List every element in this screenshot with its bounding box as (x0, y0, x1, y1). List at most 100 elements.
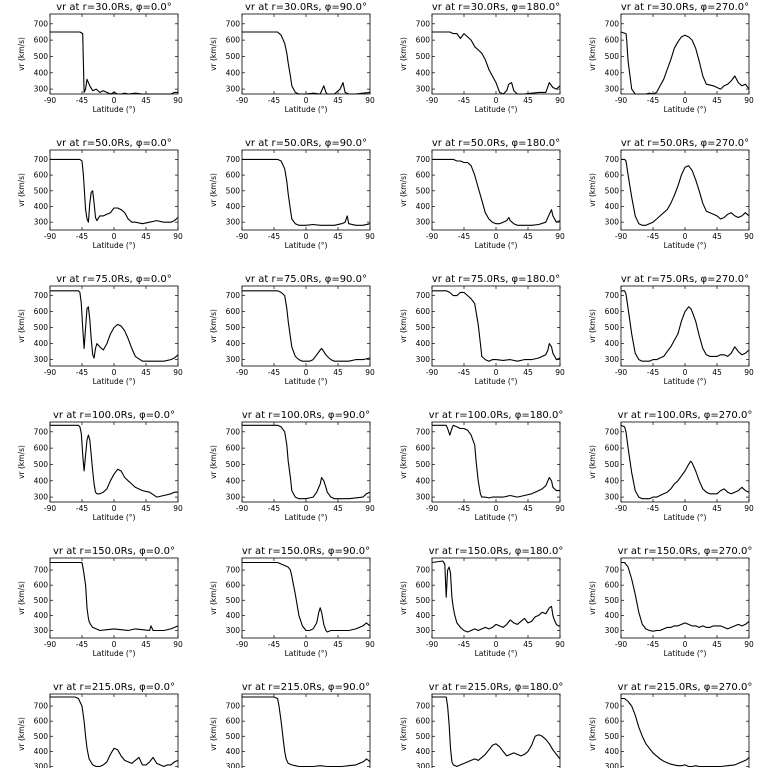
x-tick-label: -90 (44, 96, 56, 105)
plot-frame (620, 149, 750, 231)
y-tick-label: 400 (34, 68, 49, 77)
y-axis-label: vr (km/s) (588, 309, 597, 343)
y-tick-label: 300 (416, 85, 431, 94)
x-tick-label: -90 (236, 368, 248, 377)
y-tick-label: 400 (34, 339, 49, 348)
panel-title: vr at r=75.0Rs, φ=180.0° (432, 274, 560, 285)
y-axis-label: vr (km/s) (588, 581, 597, 615)
x-tick-label: 90 (173, 368, 183, 377)
y-tick-label: 300 (605, 218, 620, 227)
x-tick-label: 45 (523, 368, 533, 377)
x-tick-label: 45 (333, 640, 343, 649)
x-tick-label: 0 (494, 368, 499, 377)
x-axis-label: Latitude (°) (93, 241, 136, 250)
panel-1: vr at r=30.0Rs, φ=0.0° -90 -45 0 45 90 300 400 5… (17, 2, 183, 114)
plot-frame (49, 693, 179, 768)
y-tick-label: 400 (416, 339, 431, 348)
plot-frame (431, 285, 561, 367)
x-axis-label: Latitude (°) (475, 377, 518, 386)
x-tick-label: 90 (555, 96, 565, 105)
x-tick-label: 45 (141, 232, 151, 241)
x-tick-label: 90 (365, 368, 375, 377)
y-axis-label: vr (km/s) (17, 173, 26, 207)
y-tick-label: 500 (34, 732, 49, 741)
panel-10: vr at r=75.0Rs, φ=90.0° -90 -45 0 45 90 300 400… (209, 274, 375, 386)
x-axis-label: Latitude (°) (475, 241, 518, 250)
y-tick-label: 400 (605, 611, 620, 620)
y-tick-label: 600 (605, 581, 620, 590)
y-axis-label: vr (km/s) (17, 445, 26, 479)
x-tick-label: -45 (458, 232, 470, 241)
y-tick-label: 700 (605, 702, 620, 711)
series-line (242, 424, 371, 500)
x-tick-label: 0 (112, 640, 117, 649)
y-axis-label: vr (km/s) (399, 581, 408, 615)
y-tick-label: 300 (416, 626, 431, 635)
y-tick-label: 400 (416, 747, 431, 756)
x-tick-label: 0 (683, 368, 688, 377)
series-line (242, 158, 371, 226)
panel-title: vr at r=100.0Rs, φ=0.0° (53, 410, 175, 421)
y-tick-label: 700 (226, 19, 241, 28)
y-tick-label: 500 (34, 460, 49, 469)
y-tick-label: 500 (605, 52, 620, 61)
y-tick-label: 700 (34, 566, 49, 575)
panel-13: vr at r=100.0Rs, φ=0.0° -90 -45 0 45 90 300 400… (17, 410, 183, 522)
y-tick-label: 600 (34, 36, 49, 45)
panel-20: vr at r=150.0Rs, φ=270.0° -90 -45 0 45 90 300 4… (588, 546, 754, 658)
y-axis-label: vr (km/s) (399, 445, 408, 479)
y-tick-label: 400 (416, 476, 431, 485)
x-tick-label: 90 (744, 504, 754, 513)
series-line (432, 424, 560, 499)
y-axis-label: vr (km/s) (209, 581, 218, 615)
x-tick-label: -90 (615, 368, 627, 377)
x-tick-label: 0 (494, 96, 499, 105)
y-tick-label: 500 (226, 596, 241, 605)
panel-16: vr at r=100.0Rs, φ=270.0° -90 -45 0 45 90 300 4… (588, 410, 754, 522)
y-tick-label: 500 (34, 596, 49, 605)
panel-title: vr at r=150.0Rs, φ=270.0° (618, 546, 753, 557)
x-tick-label: -45 (76, 96, 88, 105)
panel-12: vr at r=75.0Rs, φ=270.0° -90 -45 0 45 90 300 40… (588, 274, 754, 386)
x-tick-label: -90 (426, 232, 438, 241)
panel-title: vr at r=30.0Rs, φ=270.0° (621, 2, 749, 13)
y-tick-label: 400 (34, 202, 49, 211)
x-axis-label: Latitude (°) (93, 377, 136, 386)
x-axis-label: Latitude (°) (93, 513, 136, 522)
y-tick-label: 400 (226, 202, 241, 211)
x-tick-label: -90 (615, 232, 627, 241)
x-axis-label: Latitude (°) (93, 649, 136, 658)
series-line (432, 31, 561, 95)
y-tick-label: 300 (226, 218, 241, 227)
panel-title: vr at r=50.0Rs, φ=180.0° (432, 138, 560, 149)
y-tick-label: 600 (605, 171, 620, 180)
panel-title: vr at r=150.0Rs, φ=180.0° (429, 546, 564, 557)
y-tick-label: 700 (226, 566, 241, 575)
y-tick-label: 400 (605, 202, 620, 211)
panel-title: vr at r=215.0Rs, φ=270.0° (618, 682, 753, 693)
y-axis-label: vr (km/s) (399, 717, 408, 751)
x-tick-label: 0 (304, 232, 309, 241)
panel-title: vr at r=50.0Rs, φ=270.0° (621, 138, 749, 149)
panel-17: vr at r=150.0Rs, φ=0.0° -90 -45 0 45 90 300 400… (17, 546, 183, 658)
x-tick-label: -45 (76, 504, 88, 513)
y-tick-label: 600 (416, 581, 431, 590)
panel-title: vr at r=50.0Rs, φ=90.0° (245, 138, 367, 149)
y-tick-label: 600 (605, 36, 620, 45)
x-tick-label: 90 (173, 640, 183, 649)
y-tick-label: 300 (605, 626, 620, 635)
x-tick-label: 0 (112, 368, 117, 377)
x-tick-label: 45 (141, 368, 151, 377)
y-tick-label: 600 (34, 717, 49, 726)
panel-11: vr at r=75.0Rs, φ=180.0° -90 -45 0 45 90 300 40… (399, 274, 565, 386)
panel-2: vr at r=30.0Rs, φ=90.0° -90 -45 0 45 90 300 400… (209, 2, 375, 114)
x-tick-label: 0 (683, 96, 688, 105)
x-tick-label: -90 (236, 96, 248, 105)
panel-24: vr at r=215.0Rs, φ=270.0°-90-45045903004… (588, 682, 753, 768)
y-tick-label: 300 (34, 218, 49, 227)
y-tick-label: 700 (416, 566, 431, 575)
y-tick-label: 300 (34, 493, 49, 502)
plot-frame (431, 149, 561, 231)
series-line (242, 31, 371, 95)
y-tick-label: 300 (226, 626, 241, 635)
